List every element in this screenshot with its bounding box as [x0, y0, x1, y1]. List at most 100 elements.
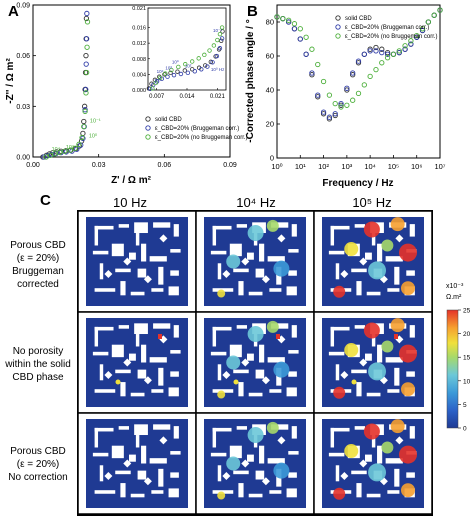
map-pore — [356, 483, 362, 498]
map-hotspot — [226, 456, 241, 471]
map-pore — [123, 257, 132, 266]
map-hotspot — [401, 382, 415, 397]
inset-point-series-2 — [183, 62, 188, 67]
b-point-series-1 — [414, 34, 420, 40]
b-point-series-2 — [396, 48, 402, 54]
map-pore — [255, 470, 265, 480]
inset-x-tick-label: 0.007 — [149, 94, 165, 100]
map-pore — [291, 325, 297, 338]
map-hotspot — [399, 243, 417, 262]
map-pore — [212, 225, 232, 230]
map-pore — [406, 472, 415, 478]
map-pore — [210, 452, 227, 457]
map-pore — [111, 445, 124, 459]
inset-point-series-1 — [210, 60, 215, 65]
map-pore — [159, 436, 168, 445]
map-pore — [377, 243, 383, 262]
map-hotspot — [344, 444, 359, 459]
legend-a-label-bruggeman: ε_CBD=20% (Bruggeman corr.) — [155, 126, 239, 132]
map-pore — [385, 256, 403, 262]
map-pore — [371, 233, 376, 246]
a-frequency-annotation: 10⁻¹ — [90, 118, 101, 124]
map-pore — [288, 270, 297, 276]
map-hotspot — [217, 390, 226, 399]
map-hotspot — [115, 379, 121, 385]
map-pore — [259, 445, 265, 464]
map-pore — [129, 252, 136, 260]
a-y-tick-label: 0.03 — [16, 104, 30, 111]
colorbar-tick-label: 5 — [463, 402, 467, 409]
b-point-series-1 — [408, 41, 414, 47]
inset-point-series-0 — [208, 59, 214, 65]
map-pore — [173, 224, 179, 237]
b-y-tick-label: 40 — [266, 86, 274, 95]
map-pore — [335, 465, 340, 482]
inset-point-series-0 — [175, 69, 180, 74]
inset-point-series-2 — [163, 71, 168, 76]
legend-b-marker-no-bruggeman — [335, 33, 341, 39]
map-pore — [222, 370, 231, 379]
map-hotspot — [273, 260, 290, 277]
row-label-line: (ε = 20%) — [16, 253, 60, 264]
a-point-series-0 — [83, 15, 90, 22]
map-pore — [229, 243, 242, 257]
b-point-series-0 — [384, 49, 391, 56]
b-point-series-2 — [355, 90, 362, 97]
legend-a-label-no-bruggeman: ε_CBD=20% (no Bruggeman corr.) — [155, 135, 248, 141]
legend-b-marker-solid — [335, 15, 341, 21]
map-pore — [286, 488, 297, 498]
panel-b-ylabel: -Corrected phase angle / ° — [245, 19, 256, 142]
map-pore — [241, 257, 250, 266]
a-point-series-2 — [84, 19, 91, 25]
map-pore — [229, 445, 242, 459]
map-pore — [141, 344, 147, 363]
map-hotspot — [158, 334, 162, 339]
map-pore — [120, 281, 126, 296]
b-point-series-2 — [344, 102, 350, 108]
b-point-series-2 — [285, 17, 292, 23]
map-hotspot — [217, 491, 226, 500]
map-pore — [377, 445, 383, 464]
map-pore — [137, 268, 147, 278]
inset-point-series-1 — [171, 72, 177, 78]
panel-b-legend: solid CBD ε_CBD=20% (Bruggeman corr.) ε_… — [335, 15, 438, 40]
map-pore — [291, 426, 297, 439]
b-point-series-1 — [291, 26, 298, 32]
legend-b-label-no-bruggeman: ε_CBD=20% (no Bruggeman corr.) — [345, 34, 438, 40]
map-pore — [288, 371, 297, 377]
map-pore — [359, 459, 368, 468]
inset-point-series-1 — [185, 70, 191, 76]
map-hotspot — [333, 285, 346, 298]
b-point-series-1 — [384, 51, 391, 57]
a-x-tick-label: 0.03 — [92, 162, 106, 169]
map-pore — [99, 364, 104, 381]
map-pore — [267, 256, 285, 262]
a-point-series-0 — [82, 103, 88, 109]
b-y-tick-label: 0 — [270, 154, 274, 163]
legend-b-marker-bruggeman — [335, 24, 341, 30]
map-pore — [130, 493, 145, 498]
inset-frequency-annotation: 10⁴ — [157, 69, 164, 74]
map-pore — [210, 250, 227, 255]
map-pore — [356, 281, 362, 296]
column-header-10hz: 10 Hz — [113, 195, 147, 210]
legend-b-label-solid: solid CBD — [345, 16, 372, 22]
map-pore — [212, 326, 232, 331]
map-pore — [222, 269, 231, 278]
a-point-series-2 — [83, 90, 89, 96]
panel-a-ylabel: -Z'' / Ω m² — [5, 58, 16, 104]
map-pore — [158, 367, 164, 386]
map-pore — [120, 483, 126, 498]
map-pore — [241, 358, 250, 367]
map-pore — [135, 435, 140, 448]
map-pore — [123, 459, 132, 468]
map-pore — [149, 458, 167, 464]
legend-a-marker-bruggeman — [145, 125, 151, 131]
map-pore — [394, 266, 400, 285]
map-pore — [170, 472, 179, 478]
map-pore — [277, 436, 286, 445]
map-pore — [129, 353, 136, 361]
b-point-series-2 — [303, 34, 309, 40]
b-x-tick-label: 10⁷ — [434, 162, 445, 171]
map-pore — [92, 452, 109, 457]
